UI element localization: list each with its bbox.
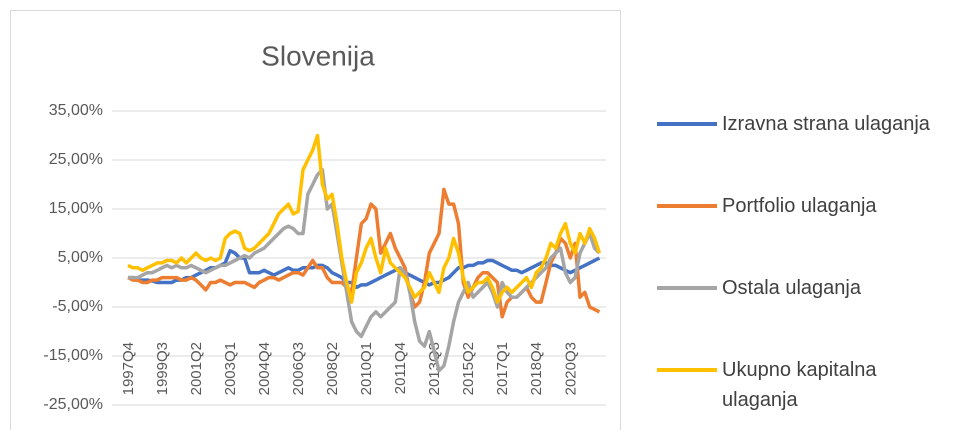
chart-border [10, 10, 621, 430]
y-tick-label: -5,00% [52, 298, 103, 315]
x-tick-label: 2010Q1 [358, 342, 375, 395]
x-tick-label: 1999Q3 [154, 342, 171, 395]
chart-title: Slovenija [261, 40, 375, 71]
y-tick-label: 15,00% [49, 200, 103, 217]
y-tick-label: 5,00% [58, 249, 103, 266]
x-tick-label: 2017Q1 [494, 342, 511, 395]
legend-label: Izravna strana ulaganja [722, 113, 930, 135]
x-tick-label: 2011Q4 [392, 342, 409, 394]
series-line [128, 168, 601, 373]
x-tick-label: 2001Q2 [188, 342, 205, 395]
legend-label: Ukupno kapitalna ulaganja [722, 359, 877, 411]
x-tick-label: 2020Q3 [562, 342, 579, 395]
x-tick-label: 1997Q4 [120, 342, 137, 395]
x-tick-label: 2013Q3 [426, 342, 443, 395]
y-tick-label: 25,00% [49, 151, 103, 168]
x-tick-label: 2004Q4 [256, 342, 273, 395]
x-tick-label: 2008Q2 [324, 342, 341, 395]
legend-label: Ostala ulaganja [722, 277, 861, 299]
x-tick-label: 2018Q4 [528, 342, 545, 395]
legend-label: Portfolio ulaganja [722, 195, 877, 217]
y-tick-label: -15,00% [43, 347, 103, 364]
y-tick-label: -25,00% [43, 396, 103, 413]
x-tick-label: 2006Q3 [290, 342, 307, 395]
x-tick-label: 2003Q1 [222, 342, 239, 395]
series-line [127, 133, 602, 304]
series-line [128, 248, 601, 290]
x-tick-label: 2015Q2 [460, 342, 477, 395]
y-tick-label: 35,00% [49, 102, 103, 119]
